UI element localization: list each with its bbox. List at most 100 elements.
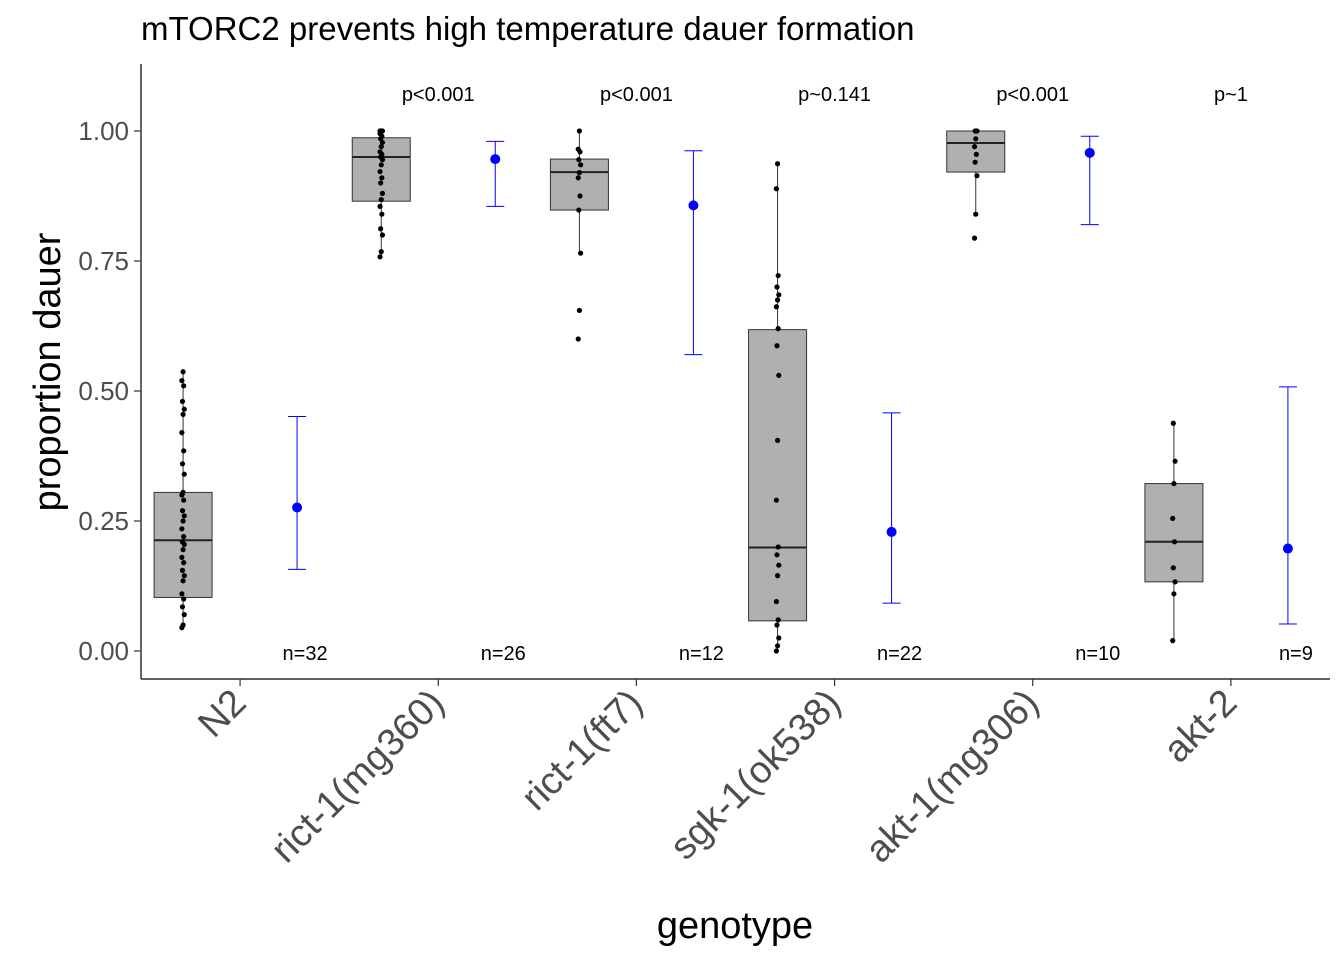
plot-area: 0.00 0.25 0.50 0.75 1.00 N2 rict-1(mg360) rict-… [78, 64, 1330, 871]
data-point [973, 211, 979, 217]
data-point [776, 562, 782, 568]
data-point [973, 136, 979, 142]
data-point [181, 406, 187, 412]
data-point [180, 411, 186, 417]
data-point [576, 170, 583, 176]
data-point [378, 180, 384, 186]
data-point [774, 297, 781, 303]
data-point [377, 168, 383, 175]
p-value-label: p<0.001 [996, 84, 1069, 106]
data-point [575, 146, 581, 152]
data-point [181, 497, 187, 503]
chart-title: mTORC2 prevents high temperature dauer f… [141, 10, 914, 47]
data-point [1170, 565, 1176, 571]
data-point [971, 235, 978, 241]
data-point [576, 307, 583, 313]
x-tick-label: sgk-1(ok538) [662, 682, 849, 869]
data-point [774, 161, 781, 167]
data-point [775, 544, 781, 550]
data-point [377, 203, 383, 209]
data-point [575, 336, 581, 342]
data-point [971, 144, 978, 150]
data-point [181, 596, 187, 602]
n-count-label: n=10 [1075, 643, 1120, 665]
data-point [379, 175, 385, 181]
data-point [179, 554, 185, 561]
data-point [774, 437, 781, 443]
data-point [377, 254, 383, 260]
data-point [775, 326, 781, 332]
data-point [575, 175, 581, 181]
estimate-point [490, 154, 501, 165]
data-point [773, 599, 779, 605]
x-tick-label: N2 [190, 682, 254, 746]
data-point [181, 612, 187, 618]
data-point [181, 383, 187, 389]
data-point [774, 643, 781, 649]
estimate-point [1084, 147, 1095, 158]
data-point [179, 508, 186, 514]
data-point [179, 591, 185, 597]
data-point [378, 197, 384, 203]
data-point [180, 518, 186, 524]
data-point [578, 162, 584, 168]
data-point [773, 186, 779, 192]
n-count-label: n=12 [679, 643, 724, 665]
data-point [179, 378, 185, 384]
x-tick-label: akt-1(mg306) [858, 682, 1047, 871]
estimate-point [688, 200, 699, 211]
data-point [576, 128, 583, 134]
data-point [181, 471, 187, 477]
data-point [377, 149, 383, 155]
x-tick-label: rict-1(ft7) [514, 682, 651, 819]
p-value-label: p~1 [1214, 84, 1248, 106]
data-point [577, 193, 583, 199]
x-tick-label: akt-2 [1156, 682, 1245, 771]
data-point [180, 578, 186, 584]
p-value-label: p<0.001 [600, 84, 673, 106]
data-point [181, 573, 187, 579]
data-point [578, 250, 584, 256]
data-point [774, 573, 781, 579]
data-point [181, 534, 187, 540]
data-point [576, 157, 582, 163]
estimate-point [292, 502, 303, 513]
data-point [775, 617, 781, 623]
n-count-label: n=9 [1279, 643, 1313, 665]
data-point [179, 430, 185, 436]
y-tick-label: 0.50 [78, 376, 129, 406]
data-point [774, 284, 780, 290]
data-point [776, 635, 782, 641]
data-point [774, 552, 780, 558]
data-point [1171, 539, 1178, 545]
n-count-label: n=22 [877, 643, 922, 665]
data-point [181, 560, 187, 566]
data-point [1170, 638, 1176, 644]
estimate-point [886, 526, 897, 537]
data-point [1172, 579, 1178, 585]
data-point [776, 372, 782, 378]
data-point [378, 144, 384, 150]
data-point [972, 159, 978, 165]
data-point [379, 190, 386, 196]
data-point [576, 207, 582, 213]
data-point [180, 622, 186, 628]
data-point [775, 272, 781, 279]
data-point [379, 211, 385, 217]
data-point [179, 567, 186, 574]
data-point [776, 292, 782, 298]
estimate-point [1282, 543, 1293, 554]
x-tick-label: rict-1(mg360) [263, 682, 452, 871]
data-point [1170, 515, 1176, 522]
data-point [773, 497, 779, 503]
data-point [379, 232, 386, 238]
data-point [774, 343, 780, 349]
data-point [180, 489, 186, 495]
data-point [378, 226, 384, 232]
data-point [180, 369, 186, 375]
data-point [377, 128, 383, 134]
n-count-label: n=26 [481, 643, 526, 665]
data-point [973, 128, 979, 134]
data-point [1171, 591, 1177, 597]
data-point [181, 513, 187, 519]
